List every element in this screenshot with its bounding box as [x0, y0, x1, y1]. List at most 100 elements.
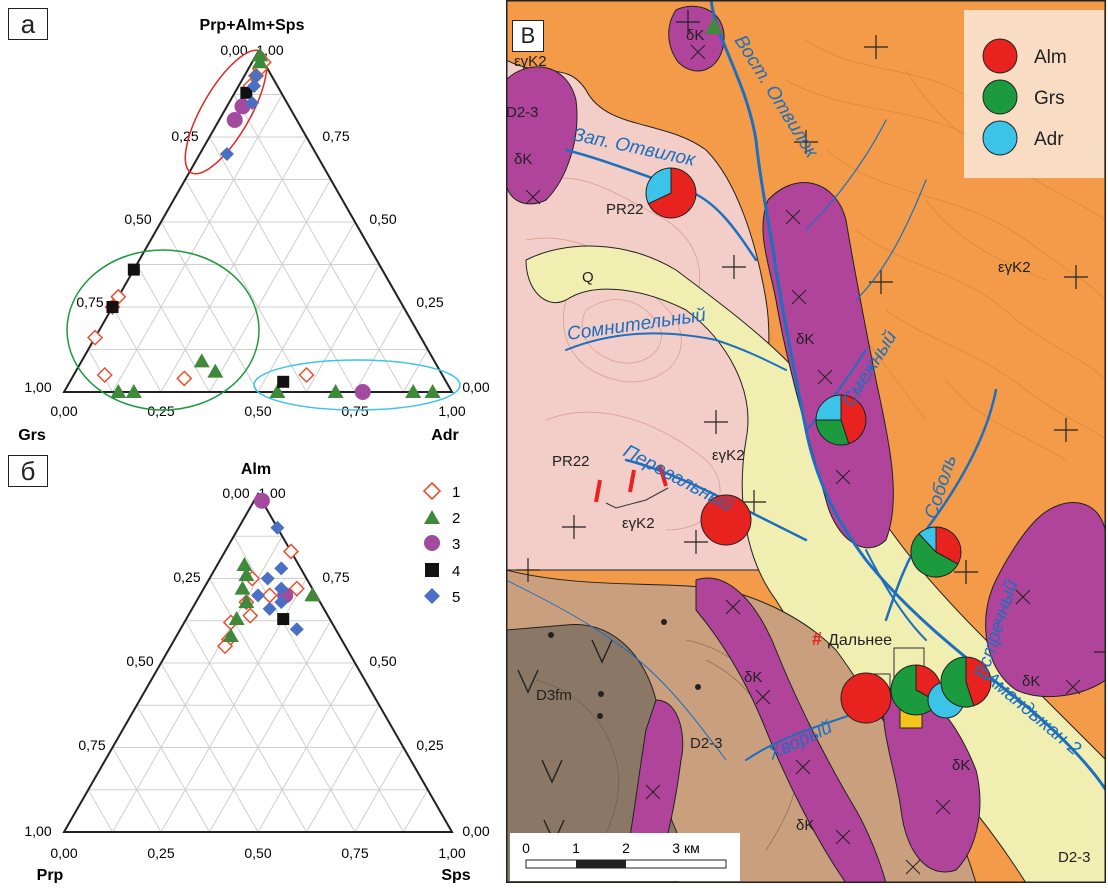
unit-label: PR22: [552, 453, 590, 470]
point-series-2: [125, 384, 142, 398]
tick-label: 0,25: [173, 569, 200, 585]
unit-label: PR22: [606, 201, 644, 218]
point-series-5: [219, 147, 234, 161]
point-series-1: [96, 366, 113, 384]
unit-label: εγK2: [622, 515, 655, 532]
tick-label: 0,50: [126, 653, 153, 669]
point-series-4: [240, 86, 253, 99]
tick-label: 0,75: [322, 128, 349, 144]
legend-symbol-diamond-open: [422, 481, 442, 501]
legend-label: 2: [452, 510, 460, 527]
pie-slice: [890, 664, 939, 716]
deposit-label: Дальнее: [828, 632, 892, 649]
grid-line: [209, 620, 332, 833]
pie-slice: [935, 526, 962, 565]
garnet-pie-charts: [645, 167, 992, 724]
point-series-2: [269, 384, 286, 398]
grid-line: [112, 94, 283, 393]
pie-marker: [645, 167, 697, 219]
ternary-diagram-a: Prp+Alm+Sps Grs Adr 0,00 1,00 0,25 0,50 …: [18, 17, 490, 444]
apex-label-top-a: Prp+Alm+Sps: [200, 17, 305, 34]
legend-alm-label: Alm: [1034, 47, 1067, 68]
tick-label: 0,50: [244, 403, 271, 419]
pie-slice: [918, 526, 937, 554]
apex-label-top-b: Alm: [241, 461, 271, 478]
scale-bar-box: [510, 833, 740, 881]
diorite-body-central: [762, 182, 894, 549]
pie-slice: [965, 656, 992, 707]
point-series-5: [249, 68, 264, 83]
grid-line: [136, 264, 210, 393]
point-series-2: [238, 567, 255, 582]
tick-label: 1,00: [24, 379, 51, 395]
point-series-1: [288, 580, 305, 597]
unit-label: εγK2: [712, 447, 745, 464]
tick-label: 0,00: [220, 42, 247, 58]
pie-marker: [840, 672, 892, 724]
pie-slice: [815, 394, 842, 421]
point-series-5: [260, 571, 275, 586]
grid-line: [306, 264, 380, 393]
legend-symbol-circle: [424, 535, 440, 551]
pie-slice: [645, 167, 672, 205]
point-series-3: [354, 384, 371, 400]
point-series-3: [226, 112, 243, 128]
point-series-5: [274, 595, 289, 610]
legend-symbol-triangle: [424, 510, 440, 524]
tick-label: 0,25: [416, 737, 443, 753]
pie-slice: [940, 656, 975, 708]
grid-line: [257, 221, 356, 393]
grid-line: [257, 662, 356, 833]
grid-line: [136, 705, 210, 833]
tick-label: 0,75: [76, 294, 103, 310]
point-series-5: [270, 520, 285, 535]
panel-label-a: а: [8, 8, 48, 40]
ternary-diagram-b: Alm Prp Sps 0,00 1,00 0,25 0,50 0,75 1,0…: [24, 461, 489, 883]
point-series-4: [127, 263, 140, 276]
cluster-ellipse-blue: [253, 359, 461, 411]
tick-label: 0,50: [369, 653, 396, 669]
grid-line: [354, 747, 404, 833]
grid-line: [112, 747, 162, 833]
pie-slice: [910, 533, 959, 578]
scale-tick: 1: [572, 840, 580, 856]
tick-label: 1,00: [438, 845, 465, 861]
point-series-2: [304, 587, 321, 602]
unit-label: D2-3: [690, 735, 723, 752]
point-series-1: [242, 607, 259, 624]
apex-label-left-b: Prp: [37, 867, 64, 883]
grid-line: [233, 536, 404, 833]
unit-label: εγK2: [514, 53, 547, 70]
tick-label: 0,25: [416, 294, 443, 310]
tick-label: 0,75: [341, 403, 368, 419]
point-series-3: [253, 492, 270, 509]
unit-label: δK: [686, 27, 704, 44]
unit-label: δK: [796, 331, 814, 348]
unit-label: δK: [514, 151, 532, 168]
pie-marker: [940, 656, 992, 708]
diorite-dyke: [695, 577, 887, 882]
legend-adr-label: Adr: [1034, 129, 1064, 150]
ternary-panels: а б Prp+Alm+Sps Grs Adr 0,00 1,00 0,25 0…: [0, 0, 505, 883]
ternary-b-frame: [62, 491, 454, 833]
legend-symbol-square: [425, 563, 439, 577]
deposit-marker-icon: #: [812, 629, 822, 649]
point-series-2: [405, 384, 422, 398]
point-series-4: [277, 375, 290, 388]
legend-label: 4: [452, 563, 460, 580]
apex-label-left-a: Grs: [18, 427, 46, 444]
tick-label: 0,00: [50, 845, 77, 861]
point-series-4: [277, 613, 290, 626]
tick-label: 0,00: [222, 485, 249, 501]
red-veins: [594, 465, 668, 503]
point-series-5: [251, 588, 265, 603]
grid-line: [112, 536, 283, 833]
legend-adr-icon: [982, 120, 1018, 156]
legend-label: 3: [452, 536, 460, 553]
grid-line: [403, 789, 429, 833]
grid-line: [87, 789, 113, 833]
tick-label: 0,25: [171, 128, 198, 144]
point-series-2: [222, 627, 239, 642]
pie-marker: [815, 394, 867, 446]
point-series-1: [216, 638, 234, 655]
